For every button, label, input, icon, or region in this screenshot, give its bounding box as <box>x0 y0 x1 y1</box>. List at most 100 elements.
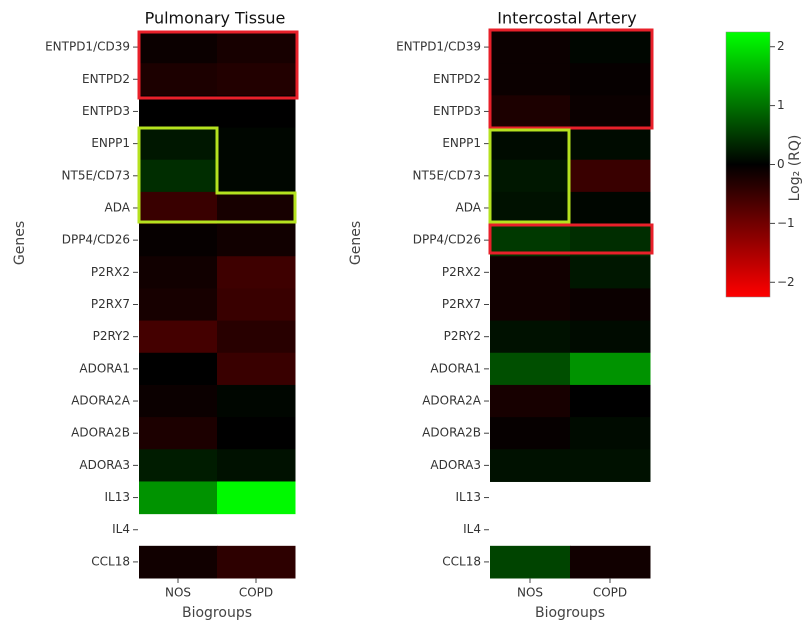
colorbar-title: Log₂ (RQ) <box>787 135 802 202</box>
heatmap-cell <box>570 384 651 418</box>
heatmap-cell <box>217 63 296 96</box>
heatmap-cell <box>570 545 651 579</box>
y-tick-label: NT5E/CD73 <box>62 168 130 182</box>
y-tick-label: DPP4/CD26 <box>62 233 130 247</box>
heatmap-cell <box>570 191 651 225</box>
heatmap-cell <box>570 320 651 354</box>
heatmap-cell <box>490 545 571 579</box>
y-tick-label: P2RY2 <box>444 329 481 343</box>
heatmap-cell <box>217 545 296 579</box>
heatmap-cell <box>490 384 571 418</box>
heatmap-cell <box>217 224 296 257</box>
colorbar-tick-label: 2 <box>777 39 785 53</box>
heatmap-cell <box>139 417 218 450</box>
y-tick-label: ADORA2A <box>71 394 131 408</box>
heatmap-cell <box>139 320 218 354</box>
y-tick-label: P2RX2 <box>91 265 130 279</box>
heatmap-cell <box>490 95 571 129</box>
heatmap-cell <box>490 127 571 161</box>
heatmap-cell <box>490 191 571 225</box>
y-tick-label: IL4 <box>112 522 130 536</box>
heatmap-cell <box>570 159 651 193</box>
heatmap-cell <box>217 31 296 64</box>
y-tick-label: ADORA1 <box>430 361 481 375</box>
colorbar-tick-label: 1 <box>777 98 785 112</box>
heatmap-cell <box>139 31 218 64</box>
y-tick-label: ADORA2B <box>422 426 481 440</box>
heatmap-cell <box>490 352 571 386</box>
heatmap-cell <box>139 127 218 161</box>
y-tick-label: ENTPD1/CD39 <box>45 40 130 54</box>
y-tick-label: ADORA3 <box>430 458 481 472</box>
y-tick-label: ADORA1 <box>79 361 130 375</box>
heatmap-cell <box>490 63 571 96</box>
heatmap-cell <box>490 31 571 64</box>
heatmap-cell <box>139 95 218 129</box>
y-tick-label: IL4 <box>463 522 481 536</box>
heatmap-cell <box>490 449 571 482</box>
y-tick-label: ENPP1 <box>442 136 481 150</box>
heatmap-cell <box>217 384 296 418</box>
plots: Pulmonary Tissue Biogroups Genes ENTPD1/CD3… <box>12 9 802 622</box>
heatmap-cell <box>139 481 218 515</box>
y-tick-label: ENTPD2 <box>82 72 130 86</box>
heatmap-cell <box>490 320 571 354</box>
y-tick-label: DPP4/CD26 <box>413 233 481 247</box>
heatmap-cell <box>570 63 651 96</box>
heatmap-cell <box>217 127 296 161</box>
y-axis-title: Genes <box>348 221 364 265</box>
y-tick-label: ADA <box>105 200 131 214</box>
heatmap-cell <box>217 449 296 482</box>
highlight-box <box>488 223 654 255</box>
heatmap-cell <box>217 95 296 129</box>
highlight-box <box>137 30 299 100</box>
x-tick-label: NOS <box>517 586 543 600</box>
heatmap-cell <box>139 384 218 418</box>
x-tick-label: COPD <box>593 586 627 600</box>
y-tick-label: CCL18 <box>91 554 130 568</box>
heatmap-cell <box>139 545 218 579</box>
heatmap-cell <box>490 417 571 450</box>
heatmap-cell <box>490 224 571 257</box>
heatmap-cell <box>570 256 651 289</box>
highlights <box>137 28 654 255</box>
chart-title: Pulmonary Tissue <box>145 9 286 28</box>
y-tick-label: ADORA2A <box>422 394 482 408</box>
y-tick-label: P2RX7 <box>442 297 481 311</box>
heatmap-cell <box>570 127 651 161</box>
heatmap-cell <box>490 288 571 322</box>
y-tick-label: P2RX2 <box>442 265 481 279</box>
colorbar-tick-label: −2 <box>777 275 795 289</box>
y-tick-label: P2RY2 <box>93 329 130 343</box>
highlight-box <box>137 126 297 224</box>
heatmap-cell <box>570 224 651 257</box>
highlight-box <box>488 128 571 224</box>
y-tick-label: ADA <box>456 200 482 214</box>
colorbar <box>725 31 771 298</box>
heatmap-cell <box>490 256 571 289</box>
x-axis-title: Biogroups <box>535 605 605 621</box>
heatmap-cell <box>217 256 296 289</box>
highlight-box <box>488 28 654 130</box>
heatmap-cell <box>139 159 218 193</box>
heatmap-cell <box>139 224 218 257</box>
heatmap-cell <box>139 191 218 225</box>
x-tick-label: NOS <box>165 586 191 600</box>
heatmap-cell <box>570 288 651 322</box>
y-tick-label: IL13 <box>456 490 482 504</box>
heatmap-cell <box>217 417 296 450</box>
y-tick-label: ENTPD3 <box>82 104 130 118</box>
y-tick-label: ADORA2B <box>71 426 130 440</box>
colorbar-tick-label: −1 <box>777 216 795 230</box>
heatmap-cell <box>490 159 571 193</box>
heatmap-cell <box>570 352 651 386</box>
heatmap-cell <box>217 159 296 193</box>
chart-title: Intercostal Artery <box>497 9 636 28</box>
y-axis-title: Genes <box>12 221 28 265</box>
x-tick-label: COPD <box>239 586 273 600</box>
y-tick-label: ENTPD1/CD39 <box>396 40 481 54</box>
x-axis-title: Biogroups <box>182 605 252 621</box>
heatmap-cell <box>217 320 296 354</box>
heatmap-cell <box>217 352 296 386</box>
y-tick-label: P2RX7 <box>91 297 130 311</box>
